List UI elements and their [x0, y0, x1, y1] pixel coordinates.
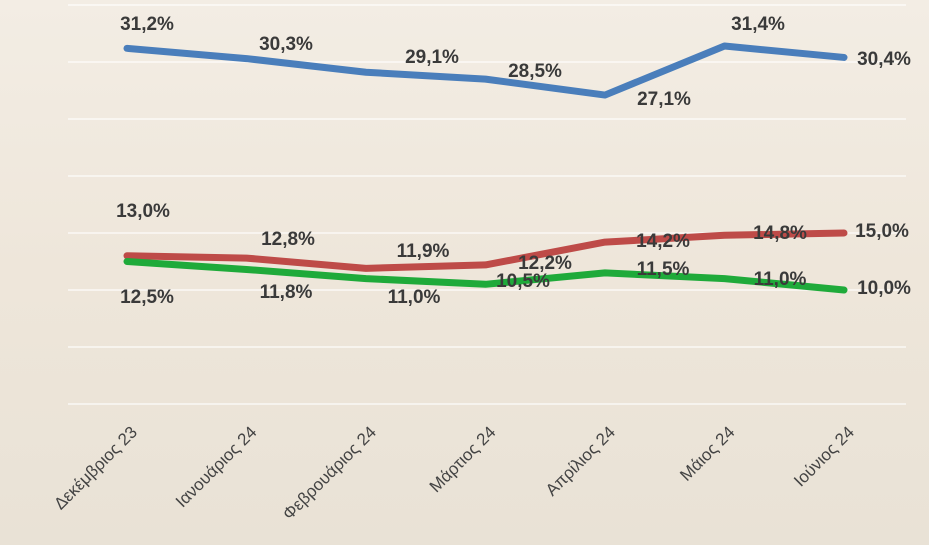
data-label: 11,0%: [388, 287, 441, 308]
series-line: [123, 42, 848, 99]
x-tick-label: Ιανουάριος 24: [172, 423, 261, 512]
data-label: 10,5%: [496, 271, 550, 292]
data-label: 31,2%: [120, 14, 174, 35]
data-label: 13,0%: [116, 201, 170, 222]
data-label: 14,8%: [753, 223, 807, 244]
x-tick-label: Φεβρουάριος 24: [279, 423, 380, 524]
data-label: 11,9%: [397, 241, 450, 262]
data-label: 11,0%: [754, 269, 807, 290]
data-label: 11,8%: [260, 282, 313, 303]
data-label: 27,1%: [637, 89, 691, 110]
data-label: 14,2%: [636, 231, 690, 252]
x-tick-label: Μάιος 24: [676, 423, 738, 485]
x-tick-label: Μάρτιος 24: [426, 423, 500, 497]
series-line: [123, 229, 848, 272]
data-label: 12,2%: [518, 253, 572, 274]
data-label: 28,5%: [508, 61, 562, 82]
data-label: 29,1%: [405, 47, 459, 68]
data-label: 15,0%: [855, 221, 909, 242]
data-label: 30,3%: [259, 34, 313, 55]
data-label: 30,4%: [857, 49, 911, 70]
data-label: 10,0%: [857, 278, 911, 299]
x-tick-label: Δεκέμβριος 23: [50, 423, 141, 514]
data-label: 31,4%: [731, 14, 785, 35]
data-label: 12,8%: [261, 229, 315, 250]
data-label: 11,5%: [637, 259, 690, 280]
data-label: 12,5%: [120, 287, 174, 308]
x-tick-label: Ιούνιος 24: [790, 423, 858, 491]
x-tick-label: Απρίλιος 24: [542, 423, 619, 500]
series-line: [123, 258, 848, 294]
